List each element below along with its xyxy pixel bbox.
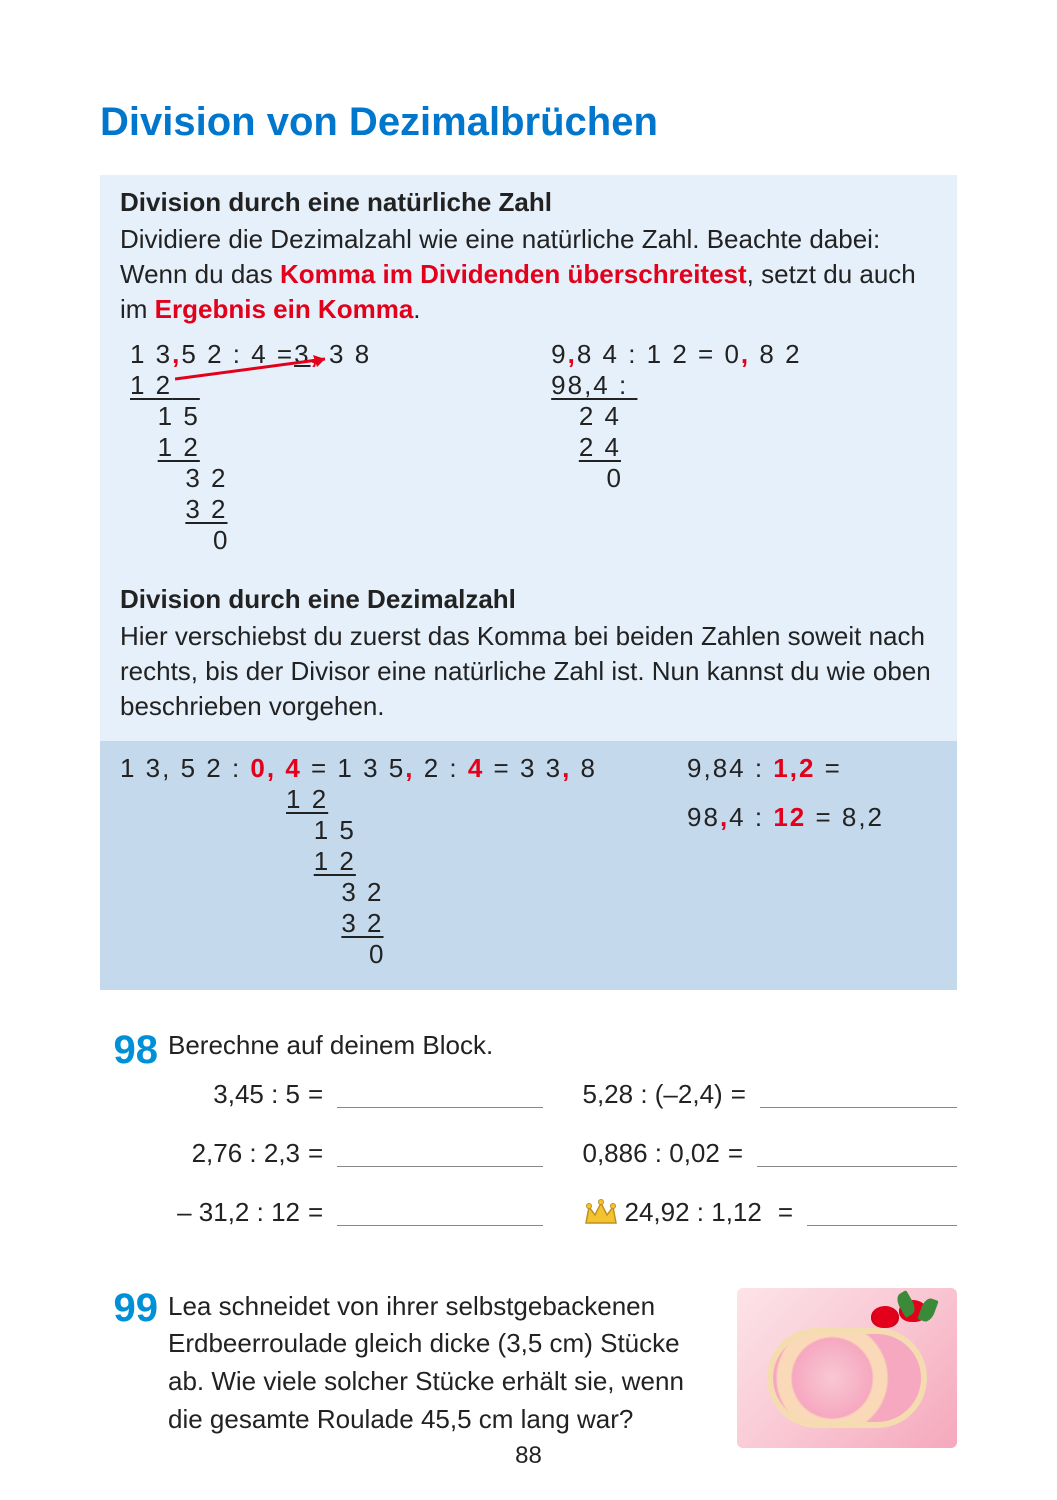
exercise-prompt: Berechne auf deinem Block. — [168, 1030, 957, 1061]
calc-line: 3 2 — [341, 908, 383, 938]
calc-line: 0 — [369, 939, 385, 969]
calc-line: 0 — [213, 525, 229, 555]
calc-line: 2 4 — [579, 432, 621, 462]
expression: 3,45 : 5 — [168, 1079, 308, 1110]
expression: 5,28 : (–2,4) — [583, 1079, 731, 1110]
highlight: Ergebnis ein Komma — [155, 294, 414, 324]
expression: 2,76 : 2,3 — [168, 1138, 308, 1169]
calc-line: 1 5 — [158, 401, 200, 431]
text: = 8,2 — [806, 802, 884, 832]
calc-line: 98,4 : — [551, 370, 637, 400]
expression: 24,92 : 1,12 — [625, 1197, 770, 1228]
calc-line: 1 5 — [314, 815, 356, 845]
problem-6: 24,92 : 1,12= — [583, 1197, 958, 1228]
explain-2: Hier verschiebst du zuerst das Komma bei… — [120, 619, 937, 724]
highlight: 1,2 — [773, 753, 815, 783]
expression: – 31,2 : 12 — [168, 1197, 308, 1228]
answer-blank[interactable] — [760, 1080, 957, 1108]
strawberry-roll-image — [737, 1288, 957, 1448]
calc-line: 1 2 — [286, 784, 328, 814]
calc-line: 1 2 — [158, 432, 200, 462]
calc-line: 0 — [607, 463, 623, 493]
worked-example-1: 1 3,5 2 : 4 =3, 3 8 1 2 1 5 1 2 3 2 3 2 … — [120, 339, 371, 556]
calc-line: 3 2 — [185, 494, 227, 524]
calc-line: 2 4 — [579, 401, 621, 431]
word-problem-text: Lea schneidet von ihrer selbstgebackenen… — [168, 1288, 717, 1448]
worked-example-2: 9,8 4 : 1 2 = 0, 8 2 98,4 : 2 4 2 4 0 — [431, 339, 801, 556]
calc-line: 3 2 — [341, 877, 383, 907]
text: im — [120, 294, 155, 324]
problem-1: 3,45 : 5= — [168, 1079, 543, 1110]
highlight: 12 — [773, 802, 806, 832]
highlight: 4 — [468, 753, 484, 783]
worked-example-3: 1 3, 5 2 : 0, 4 = 1 3 5, 2 : 4 = 3 3, 8 … — [120, 753, 597, 970]
highlight: 0, 4 — [250, 753, 301, 783]
exercise-number: 98 — [100, 1030, 158, 1070]
answer-blank[interactable] — [807, 1198, 957, 1226]
text: 1 3, 5 2 : — [120, 753, 250, 783]
calc-line: 3 2 — [185, 463, 227, 493]
text: = — [815, 753, 841, 783]
problem-4: 0,886 : 0,02= — [583, 1138, 958, 1169]
page-title: Division von Dezimalbrüchen — [100, 100, 957, 145]
problem-5: – 31,2 : 12= — [168, 1197, 543, 1228]
calc-line: 1 2 — [314, 846, 356, 876]
text: . — [413, 294, 420, 324]
text: , setzt du auch — [747, 259, 916, 289]
answer-blank[interactable] — [337, 1198, 542, 1226]
subtitle-1: Division durch eine natürliche Zahl — [120, 187, 937, 218]
subtitle-2: Division durch eine Dezimalzahl — [120, 584, 937, 615]
answer-blank[interactable] — [337, 1139, 542, 1167]
arrow-icon — [175, 355, 355, 385]
rule-box-decimal-header: Division durch eine Dezimalzahl Hier ver… — [100, 572, 957, 740]
problem-3: 2,76 : 2,3= — [168, 1138, 543, 1169]
text: Wenn du das — [120, 259, 280, 289]
rule-box-natural: Division durch eine natürliche Zahl Divi… — [100, 175, 957, 572]
exercise-number: 99 — [100, 1288, 158, 1328]
problem-2: 5,28 : (–2,4)= — [583, 1079, 958, 1110]
expression: 0,886 : 0,02 — [583, 1138, 728, 1169]
answer-blank[interactable] — [337, 1080, 542, 1108]
page-number: 88 — [0, 1442, 1057, 1470]
rule-box-decimal-body: 1 3, 5 2 : 0, 4 = 1 3 5, 2 : 4 = 3 3, 8 … — [100, 741, 957, 990]
calc-line: 1 2 — [130, 370, 172, 400]
text: Dividiere die Dezimalzahl wie eine natür… — [120, 224, 880, 254]
text: = 3 3, 8 — [484, 753, 597, 783]
text: = 1 3 5, 2 : — [302, 753, 468, 783]
text: 9,84 : — [687, 753, 773, 783]
answer-blank[interactable] — [757, 1139, 957, 1167]
crown-icon — [583, 1197, 619, 1227]
exercise-99: 99 Lea schneidet von ihrer selbstgebacke… — [100, 1288, 957, 1448]
highlight: Komma im Dividenden überschreitest — [280, 259, 747, 289]
exercise-98: 98 Berechne auf deinem Block. 3,45 : 5= … — [100, 1030, 957, 1228]
worked-example-4: 9,84 : 1,2 = 98,4 : 12 = 8,2 — [657, 753, 884, 970]
explain-1: Dividiere die Dezimalzahl wie eine natür… — [120, 222, 937, 327]
